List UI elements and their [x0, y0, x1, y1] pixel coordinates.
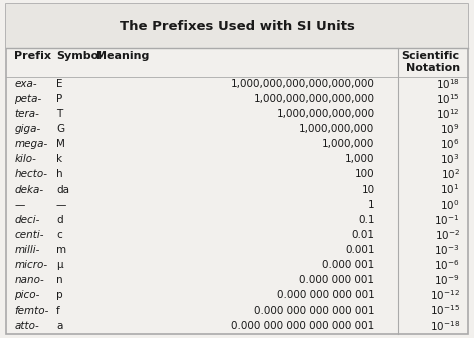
Text: 0.1: 0.1 — [358, 215, 374, 225]
Text: tera-: tera- — [14, 109, 39, 119]
Text: 0.000 001: 0.000 001 — [322, 260, 374, 270]
Text: $10^{-12}$: $10^{-12}$ — [430, 289, 460, 303]
Text: d: d — [56, 215, 63, 225]
Text: $10^{-3}$: $10^{-3}$ — [434, 243, 460, 257]
Text: p: p — [56, 290, 63, 300]
Text: 1,000,000: 1,000,000 — [322, 139, 374, 149]
Text: peta-: peta- — [14, 94, 41, 104]
Text: —: — — [56, 200, 66, 210]
Text: T: T — [56, 109, 62, 119]
Text: giga-: giga- — [14, 124, 40, 134]
Text: exa-: exa- — [14, 79, 37, 89]
Text: kilo-: kilo- — [14, 154, 36, 164]
Text: E: E — [56, 79, 63, 89]
Text: 0.000 000 001: 0.000 000 001 — [300, 275, 374, 285]
Text: G: G — [56, 124, 64, 134]
Text: μ: μ — [56, 260, 63, 270]
Text: femto-: femto- — [14, 306, 49, 316]
Text: a: a — [56, 321, 62, 331]
Text: milli-: milli- — [14, 245, 40, 255]
Text: $10^{-15}$: $10^{-15}$ — [430, 304, 460, 317]
Text: $10^{-18}$: $10^{-18}$ — [429, 319, 460, 333]
Text: $10^{15}$: $10^{15}$ — [436, 92, 460, 106]
Text: 1,000,000,000,000,000: 1,000,000,000,000,000 — [254, 94, 374, 104]
Text: 0.000 000 000 000 000 001: 0.000 000 000 000 000 001 — [231, 321, 374, 331]
Text: c: c — [56, 230, 62, 240]
Text: M: M — [56, 139, 65, 149]
Text: $10^{2}$: $10^{2}$ — [441, 168, 460, 181]
Text: hecto-: hecto- — [14, 169, 47, 179]
Text: —: — — [14, 200, 25, 210]
Text: atto-: atto- — [14, 321, 39, 331]
Text: f: f — [56, 306, 60, 316]
Text: $10^{6}$: $10^{6}$ — [440, 137, 460, 151]
Text: $10^{9}$: $10^{9}$ — [440, 122, 460, 136]
Text: $10^{-6}$: $10^{-6}$ — [434, 258, 460, 272]
Text: da: da — [56, 185, 69, 195]
Text: $10^{3}$: $10^{3}$ — [440, 152, 460, 166]
Text: 0.000 000 000 000 001: 0.000 000 000 000 001 — [254, 306, 374, 316]
Text: P: P — [56, 94, 62, 104]
Text: Prefix: Prefix — [14, 51, 51, 62]
Text: $10^{12}$: $10^{12}$ — [436, 107, 460, 121]
Text: $10^{-1}$: $10^{-1}$ — [434, 213, 460, 227]
Text: h: h — [56, 169, 63, 179]
Text: 100: 100 — [355, 169, 374, 179]
Text: mega-: mega- — [14, 139, 47, 149]
Bar — [6, 4, 468, 48]
Text: The Prefixes Used with SI Units: The Prefixes Used with SI Units — [119, 20, 355, 32]
Text: Symbol: Symbol — [56, 51, 102, 62]
Text: Scientific
Notation: Scientific Notation — [401, 51, 460, 73]
Text: 10: 10 — [361, 185, 374, 195]
Text: 1,000,000,000: 1,000,000,000 — [299, 124, 374, 134]
Text: nano-: nano- — [14, 275, 44, 285]
Text: 1,000,000,000,000,000,000: 1,000,000,000,000,000,000 — [230, 79, 374, 89]
Text: $10^{18}$: $10^{18}$ — [436, 77, 460, 91]
Text: k: k — [56, 154, 62, 164]
Text: 0.01: 0.01 — [351, 230, 374, 240]
Text: $10^{0}$: $10^{0}$ — [440, 198, 460, 212]
Text: 1,000: 1,000 — [345, 154, 374, 164]
Text: 0.001: 0.001 — [345, 245, 374, 255]
Text: Meaning: Meaning — [96, 51, 150, 62]
Text: 1,000,000,000,000: 1,000,000,000,000 — [276, 109, 374, 119]
Text: micro-: micro- — [14, 260, 47, 270]
Text: deka-: deka- — [14, 185, 43, 195]
Text: 0.000 000 000 001: 0.000 000 000 001 — [277, 290, 374, 300]
Text: centi-: centi- — [14, 230, 44, 240]
Text: 1: 1 — [368, 200, 374, 210]
Text: n: n — [56, 275, 63, 285]
Text: deci-: deci- — [14, 215, 40, 225]
Text: $10^{-2}$: $10^{-2}$ — [435, 228, 460, 242]
Text: pico-: pico- — [14, 290, 40, 300]
Text: $10^{1}$: $10^{1}$ — [440, 183, 460, 196]
Text: m: m — [56, 245, 66, 255]
Text: $10^{-9}$: $10^{-9}$ — [434, 273, 460, 287]
